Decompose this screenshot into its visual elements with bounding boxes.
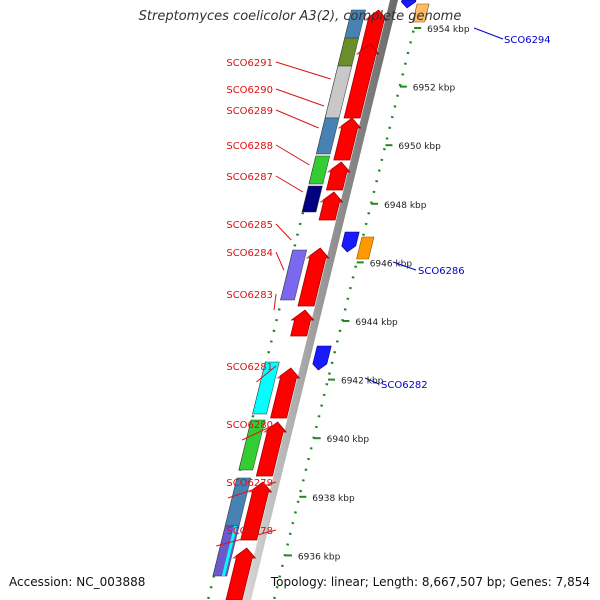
gene-label-left: SCO6287 [226, 172, 273, 183]
gene-bar-sco6289-edge [330, 115, 345, 154]
gene-bar-sco6289 [315, 115, 345, 155]
gene-label-right: SCO6294 [504, 35, 551, 46]
gene-leader-left [227, 481, 277, 499]
gene-leader-left [275, 251, 285, 271]
gene-leader-left [275, 223, 292, 241]
gene-leader-right [392, 261, 417, 271]
scale-tick-label: 6954 kbp [427, 25, 470, 35]
forward-gene-arrow [343, 43, 380, 119]
topology-summary: Topology: linear; Length: 8,667,507 bp; … [270, 575, 590, 589]
forward-gene-arrow [290, 309, 315, 337]
gene-label-left: SCO6279 [226, 478, 273, 489]
scale-tick-label: 6936 kbp [298, 552, 341, 562]
gene-bar-sco6291-edge [351, 35, 364, 66]
reverse-gene-arrow [401, 0, 417, 9]
reverse-gene-arrow [312, 345, 332, 371]
gene-label-left: SCO6289 [226, 106, 273, 117]
gene-leader-left [275, 88, 325, 107]
scale-tick-label: 6940 kbp [327, 435, 370, 445]
forward-gene-arrow [325, 161, 351, 191]
gene-leader-left [275, 144, 310, 166]
gene-leader-left [273, 293, 277, 311]
forward-gene-arrow [333, 117, 362, 161]
gene-label-left: SCO6280 [226, 420, 273, 431]
gene-label-left: SCO6288 [226, 141, 273, 152]
gene-bar-sco6281-body [252, 361, 280, 415]
gene-leader-left [241, 423, 277, 441]
gene-leader-left [275, 175, 304, 193]
gene-label-left: SCO6285 [226, 220, 273, 231]
gene-bar-sco6278-edge [226, 523, 245, 576]
forward-gene-arrow [255, 421, 288, 477]
gene-leader-left [275, 61, 331, 80]
forward-gene-arrow [225, 547, 257, 600]
gene-bar-sco6287-body [301, 185, 323, 213]
gene-bar-sco6288 [308, 153, 335, 185]
gene-leader-left [275, 109, 319, 129]
gene-leader-left [256, 365, 277, 383]
genome-title: Streptomyces coelicolor A3(2), complete … [138, 9, 462, 24]
gene-bar-sco6284 [280, 247, 312, 301]
forward-gene-arrow [270, 367, 301, 419]
scale-tick-label: 6938 kbp [312, 494, 355, 504]
reverse-gene-arrow [341, 231, 360, 253]
gene-bar-accent [221, 526, 238, 576]
gene-label-left: SCO6291 [226, 58, 273, 69]
gene-bar-sco6284-edge [294, 247, 312, 300]
accession-text: Accession: NC_003888 [9, 575, 146, 589]
forward-gene-arrow [240, 481, 273, 541]
gene-bar-sco6281-edge [266, 359, 285, 414]
scale-tick-label: 6952 kbp [413, 84, 456, 94]
gene-bar-sco6290-edge [339, 63, 357, 118]
gene-bar-sco6291 [337, 35, 364, 67]
gene-bar-sco6288-body [308, 155, 331, 185]
gene-label-left: SCO6278 [226, 526, 273, 537]
scale-tick-label: 6948 kbp [384, 201, 427, 211]
gene-bar-sco6289-body [315, 117, 340, 155]
gene-leader-left [216, 529, 277, 547]
gene-label-left: SCO6290 [226, 85, 273, 96]
gene-bar-sco6281 [252, 359, 285, 415]
genome-backbone [243, 0, 398, 600]
gene-bar-sco6280-edge [252, 417, 271, 470]
gene-label-right: SCO6282 [381, 380, 428, 391]
scale-tick-label: 6946 kbp [370, 259, 413, 269]
right-guide-line [272, 19, 418, 600]
gene-bar-top-edge [358, 7, 371, 38]
forward-gene-arrow [318, 191, 344, 221]
gene-bar-sco6287 [301, 183, 328, 213]
gene-bar-sco6288-edge [322, 153, 335, 184]
gene-leader-right [473, 27, 504, 40]
gene-bar-sco6279-edge [239, 475, 256, 526]
scale-tick-label: 6950 kbp [398, 142, 441, 152]
gene-box-sco6294 [412, 3, 430, 23]
gene-label-right: SCO6286 [418, 266, 465, 277]
gene-leader-right [364, 377, 380, 385]
scale-tick-label: 6944 kbp [355, 318, 398, 328]
gene-bar-sco6284-body [280, 249, 308, 301]
gene-label-left: SCO6283 [226, 290, 273, 301]
forward-gene-arrow [297, 247, 330, 307]
gene-bar-top [344, 7, 371, 39]
gene-label-left: SCO6281 [226, 362, 273, 373]
gene-bar-sco6287-edge [316, 183, 328, 212]
scale-tick-label: 6942 kbp [341, 377, 384, 387]
gene-bar-top-body [344, 9, 366, 39]
gene-box-sco6286 [356, 236, 375, 260]
gene-label-left: SCO6284 [226, 248, 273, 259]
